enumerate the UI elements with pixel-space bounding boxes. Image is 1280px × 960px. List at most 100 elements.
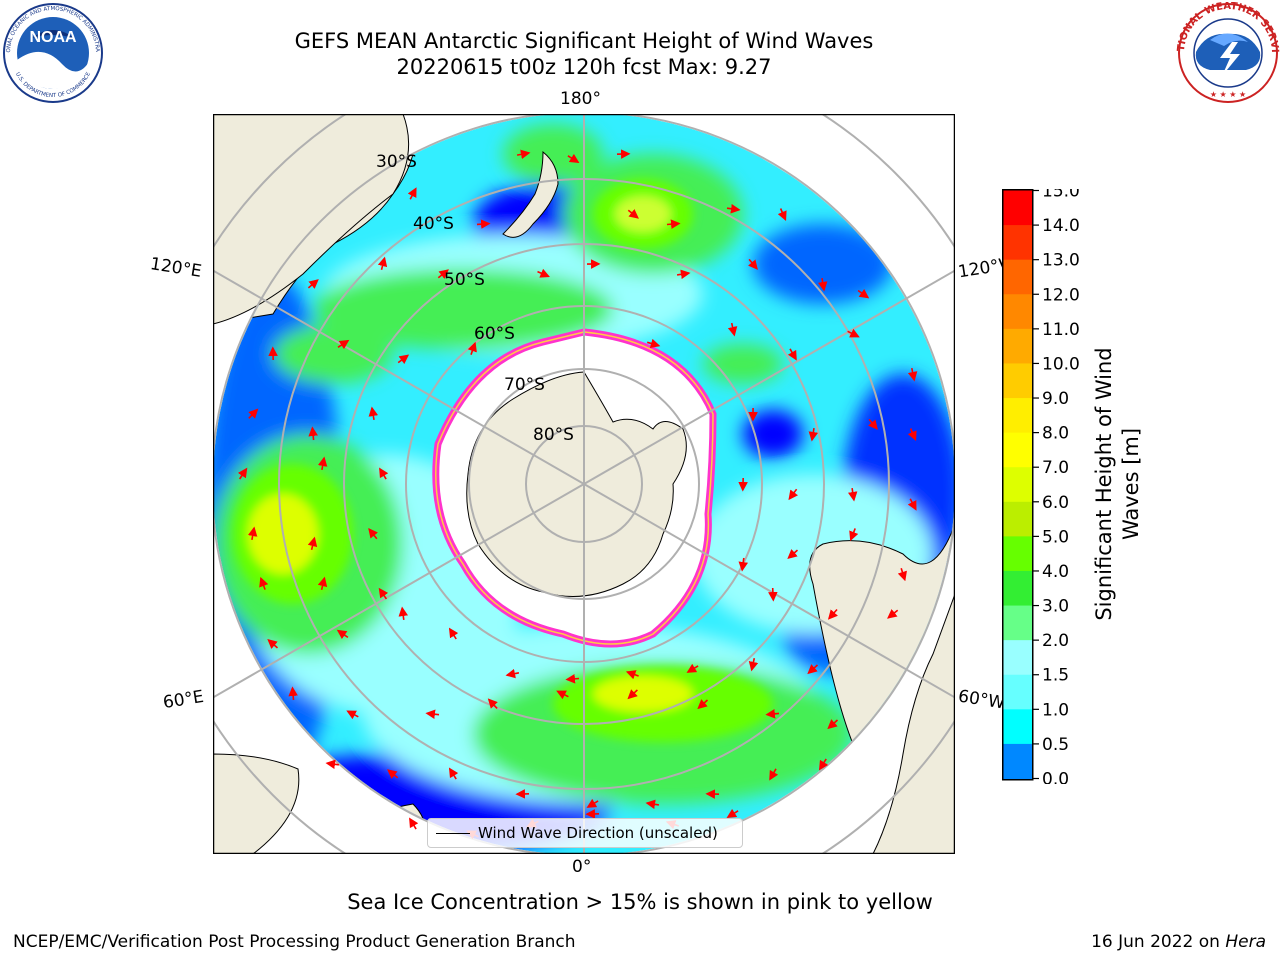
wind-wave-arrow (686, 663, 699, 673)
colorbar-block (1003, 743, 1032, 779)
wind-wave-arrow (556, 690, 569, 700)
wind-wave-arrow (565, 674, 580, 684)
wind-wave-arrows (237, 149, 918, 840)
wind-wave-arrow (726, 808, 739, 819)
lat-label-50s: 50°S (444, 270, 485, 290)
wind-wave-arrow (378, 587, 389, 600)
wind-wave-arrow (676, 269, 691, 280)
wind-wave-arrow (697, 699, 709, 710)
wind-wave-arrow (787, 549, 799, 559)
wind-wave-arrow (827, 719, 839, 730)
wind-wave-arrow (847, 328, 860, 338)
wind-wave-arrow (645, 799, 660, 810)
wind-wave-arrow (425, 709, 440, 719)
wind-wave-arrow (448, 767, 459, 780)
wind-wave-arrow (398, 606, 409, 621)
colorbar-block (1003, 294, 1032, 330)
wind-wave-arrow (727, 322, 738, 337)
wind-wave-arrow (808, 427, 819, 442)
sea-ice-caption: Sea Ice Concentration > 15% is shown in … (347, 890, 933, 914)
colorbar-tick-label: 1.0 (1042, 700, 1069, 720)
wind-wave-arrow (336, 629, 349, 640)
wind-wave-arrow (738, 557, 749, 572)
lat-label-80s: 80°S (533, 425, 574, 445)
wind-wave-arrow (777, 208, 787, 221)
wind-wave-arrow (897, 568, 907, 582)
colorbar-block (1003, 674, 1032, 710)
colorbar-block (1003, 363, 1032, 399)
colorbar-block (1003, 225, 1032, 261)
wind-wave-arrow (847, 487, 858, 502)
wind-wave-arrow (237, 467, 248, 480)
wind-wave-arrow (409, 817, 419, 830)
wind-wave-arrow (857, 288, 870, 299)
svg-text:★ ★ ★ ★: ★ ★ ★ ★ (1210, 90, 1246, 99)
africa-corner (213, 753, 300, 854)
wind-wave-arrow (397, 354, 410, 365)
colorbar-tick-label: 15.0 (1042, 189, 1080, 202)
wind-wave-arrow (267, 639, 279, 649)
map-frame (213, 114, 955, 854)
wind-wave-arrow (567, 153, 580, 164)
footer-date-text: 16 Jun 2022 on (1091, 932, 1226, 952)
wind-wave-arrow (317, 576, 328, 590)
wind-wave-arrow (807, 664, 819, 675)
lon-label-top: 180° (560, 89, 601, 109)
colorbar-tick-label: 13.0 (1042, 251, 1080, 271)
lon-label-upper-left: 120°E (148, 254, 203, 282)
colorbar-block (1003, 570, 1032, 607)
colorbar: 15.0 14.0 13.0 12.0 11.0 10.0 9.0 8.0 7.0 6.0 5.0 4… (1002, 189, 1080, 785)
colorbar-tick-label: 1.5 (1042, 666, 1069, 686)
colorbar-tick-label: 12.0 (1042, 285, 1080, 305)
wind-wave-arrow (868, 418, 878, 430)
colorbar-tick-label: 10.0 (1042, 354, 1080, 374)
wind-wave-arrow (748, 258, 758, 270)
wind-wave-arrow (818, 758, 829, 771)
colorbar-block (1003, 467, 1032, 503)
wind-wave-arrow (768, 587, 778, 602)
wind-wave-arrow (346, 710, 359, 720)
wind-wave-arrow (379, 467, 389, 480)
australia-corner (213, 114, 410, 325)
colorbar-block (1003, 432, 1032, 468)
colorbar-block (1003, 190, 1032, 226)
wind-wave-arrow (487, 698, 498, 709)
colorbar-tick-label: 7.0 (1042, 458, 1069, 478)
antarctica (466, 371, 687, 597)
footer-date: 16 Jun 2022 on Hera (1091, 932, 1266, 952)
colorbar-block (1003, 640, 1032, 676)
wind-wave-arrow (308, 426, 318, 441)
colorbar-block (1003, 398, 1032, 434)
wind-wave-arrow (368, 528, 378, 540)
wind-wave-arrow (377, 256, 388, 271)
colorbar-tick-label: 4.0 (1042, 562, 1069, 582)
footer-machine: Hera (1225, 932, 1266, 952)
colorbar-block (1003, 259, 1032, 295)
colorbar-tick-label: 8.0 (1042, 424, 1069, 444)
chart-subtitle: 20220615 t00z 120h fcst Max: 9.27 (396, 55, 772, 79)
wind-wave-arrow (325, 759, 340, 770)
wind-wave-arrow (788, 488, 799, 501)
colorbar-label-line1: Significant Height of Wind (1092, 347, 1116, 621)
graticule (213, 114, 955, 854)
wind-wave-arrow (337, 339, 350, 350)
colorbar-tick-label: 6.0 (1042, 493, 1069, 513)
map-legend: Wind Wave Direction (unscaled) (427, 818, 743, 848)
wind-wave-arrow (748, 658, 759, 672)
wind-wave-arrow (437, 269, 449, 279)
lat-label-30s: 30°S (376, 152, 417, 172)
lon-label-bottom: 0° (572, 857, 592, 877)
colorbar-tick-label: 9.0 (1042, 389, 1069, 409)
legend-line-icon (436, 832, 470, 834)
wind-wave-arrow (516, 149, 531, 160)
wind-wave-arrow (387, 769, 399, 780)
wind-wave-arrow (907, 498, 917, 511)
lat-label-70s: 70°S (504, 375, 545, 395)
colorbar-tick-label: 0.0 (1042, 770, 1069, 785)
noaa-logo: NOAA NATIONAL OCEANIC AND ATMOSPHERIC AD… (2, 2, 103, 103)
wind-wave-arrow (467, 341, 477, 355)
colorbar-block (1003, 605, 1032, 641)
colorbar-block (1003, 709, 1032, 745)
wind-wave-arrow (817, 277, 828, 292)
wind-wave-arrow (907, 367, 918, 382)
